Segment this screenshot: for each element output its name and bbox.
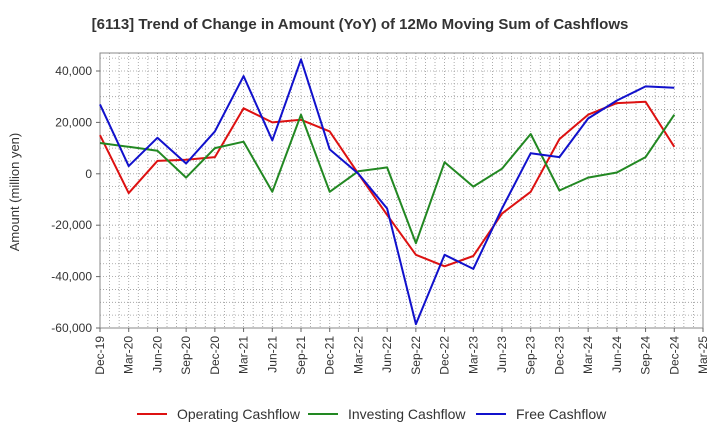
y-tick-label: 40,000 (55, 64, 92, 78)
grid-lines (100, 53, 703, 328)
x-tick-label: Jun-20 (150, 336, 164, 373)
x-tick-label: Dec-20 (208, 336, 222, 375)
plot-frame (99, 52, 704, 329)
x-tick-label: Sep-20 (179, 336, 193, 375)
x-tick-label: Jun-23 (495, 336, 509, 373)
series-lines (99, 58, 676, 326)
x-tick-label: Mar-25 (696, 336, 710, 374)
x-tick-label: Jun-22 (380, 336, 394, 373)
chart-title: [6113] Trend of Change in Amount (YoY) o… (91, 16, 629, 33)
x-tick-label: Mar-23 (466, 336, 480, 374)
x-tick-label: Sep-24 (639, 336, 653, 375)
x-tick-label: Sep-22 (409, 336, 423, 375)
x-tick-label: Mar-20 (122, 336, 136, 374)
x-axis-ticks: Dec-19 Mar-20 Jun-20 Sep-20 Dec-20 Mar-21 Jun-… (93, 328, 710, 375)
legend-label: Investing Cashflow (348, 406, 466, 422)
x-tick-label: Dec-19 (93, 336, 107, 375)
y-axis-ticks: -60,000 -40,000 -20,000 0 20,000 40,000 (51, 64, 100, 335)
legend-label: Operating Cashflow (177, 406, 301, 422)
x-tick-label: Sep-21 (294, 336, 308, 375)
x-tick-label: Dec-24 (667, 336, 681, 375)
y-tick-label: 20,000 (55, 115, 92, 129)
y-tick-label: -40,000 (51, 270, 92, 284)
x-tick-label: Dec-21 (323, 336, 337, 375)
x-tick-label: Sep-23 (524, 336, 538, 375)
series-line-investing-cashflow (99, 113, 676, 245)
series-line-free-cashflow (99, 58, 675, 326)
x-tick-label: Mar-22 (351, 336, 365, 374)
series-line-operating-cashflow (99, 100, 676, 268)
legend-label: Free Cashflow (516, 406, 607, 422)
y-axis-label: Amount (million yen) (7, 133, 22, 252)
y-tick-label: 0 (85, 167, 92, 181)
x-tick-label: Dec-23 (552, 336, 566, 375)
x-tick-label: Jun-24 (610, 336, 624, 373)
y-tick-label: -60,000 (51, 321, 92, 335)
y-tick-label: -20,000 (51, 218, 92, 232)
x-tick-label: Dec-22 (438, 336, 452, 375)
x-tick-label: Mar-24 (581, 336, 595, 374)
x-tick-label: Mar-21 (237, 336, 251, 374)
x-tick-label: Jun-21 (265, 336, 279, 373)
legend: Operating Cashflow Investing Cashflow Free… (137, 406, 607, 422)
